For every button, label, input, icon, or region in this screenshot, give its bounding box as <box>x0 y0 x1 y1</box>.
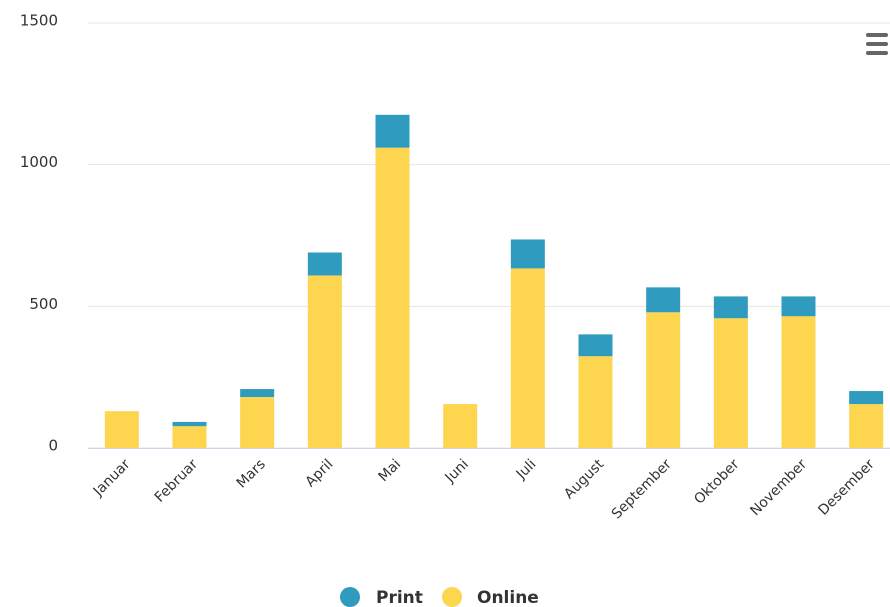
bar-segment <box>646 312 681 448</box>
bar-segment <box>578 356 613 448</box>
legend-marker <box>340 587 360 607</box>
bar-segment <box>646 287 681 313</box>
bar-segment <box>307 252 342 276</box>
x-tick-label: November <box>747 456 810 519</box>
bar-segment <box>849 404 884 448</box>
x-tick-label: Oktober <box>691 456 742 507</box>
x-tick-label: April <box>303 456 337 490</box>
bar-segment <box>240 389 275 397</box>
bar-segment <box>510 268 545 448</box>
x-tick-label: Januar <box>90 456 134 500</box>
bar-segment <box>713 318 748 448</box>
menu-bar <box>866 33 888 37</box>
bar-segment <box>307 275 342 448</box>
legend-label: Online <box>477 588 539 607</box>
x-tick-label: Mars <box>234 456 269 491</box>
menu-bar <box>866 51 888 55</box>
x-tick-label: Juli <box>513 456 540 483</box>
x-tick-label: Juni <box>442 456 472 486</box>
x-tick-label: Februar <box>152 456 201 505</box>
bar-segment <box>172 426 207 448</box>
y-tick-label: 0 <box>48 437 58 455</box>
bar-segment <box>240 397 275 448</box>
legend-marker <box>442 587 462 607</box>
y-tick-label: 1000 <box>20 153 58 171</box>
y-tick-label: 500 <box>29 295 58 313</box>
x-tick-label: Mai <box>375 456 404 485</box>
bar-segment <box>713 296 748 319</box>
legend-label: Print <box>376 588 423 607</box>
x-tick-label: August <box>561 456 607 502</box>
bar-segment <box>510 239 545 269</box>
x-tick-label: Desember <box>815 456 878 519</box>
bar-segment <box>781 296 816 317</box>
bar-segment <box>375 147 410 448</box>
menu-bar <box>866 42 888 46</box>
menu-button[interactable] <box>866 33 888 55</box>
bar-segment <box>781 316 816 448</box>
bar-segment <box>443 404 478 448</box>
bar-segment <box>375 114 410 148</box>
bar-segment <box>849 391 884 405</box>
x-tick-label: September <box>609 456 675 522</box>
bar-segment <box>104 411 139 448</box>
y-tick-label: 1500 <box>20 12 58 30</box>
legend: Print Online <box>340 587 539 607</box>
bar-segment <box>172 421 207 427</box>
bar-segment <box>578 334 613 357</box>
